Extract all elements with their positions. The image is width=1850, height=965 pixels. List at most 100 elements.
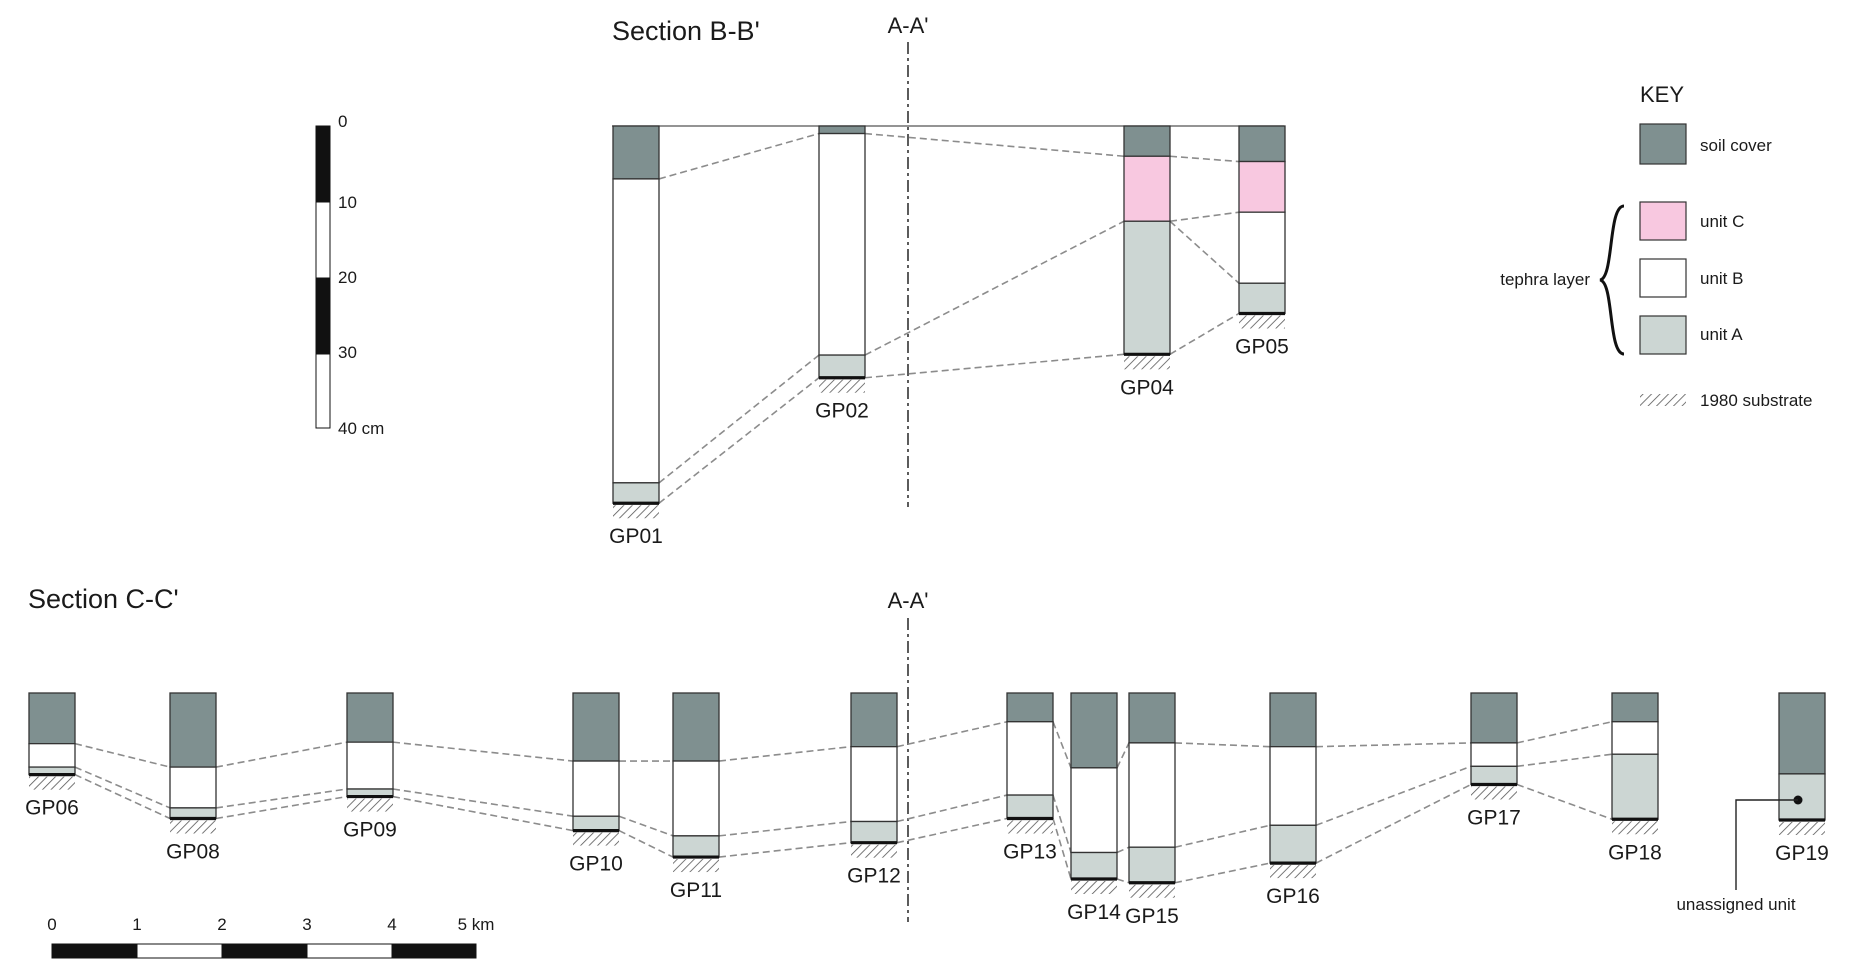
gp02-layer-soil-cover [818, 125, 866, 135]
gp11-label: GP11 [670, 879, 722, 902]
gp13-layer-soil-cover [1006, 692, 1054, 723]
key-swatch-unit-b [1639, 258, 1687, 298]
section-cc-correlation-gp08-gp09-0 [215, 741, 348, 768]
section-cc-correlation-gp10-gp11-1 [618, 815, 674, 837]
gp05-layer-unit-b [1238, 211, 1286, 284]
distance-tick-4: 4 [387, 915, 396, 934]
gp11-layer-unit-a [672, 835, 720, 858]
key-brace [1599, 204, 1625, 356]
section-bb-profile-gp01: GP01 [609, 125, 663, 548]
section-cc-title: Section C-C' [28, 584, 179, 614]
gp11-layer-unit-b [672, 760, 720, 837]
section-cc-profile-gp14: GP14 [1067, 692, 1121, 924]
section-cc-correlation-gp16-gp17-2 [1315, 783, 1472, 864]
section-cc-correlation-gp06-gp08-1 [74, 766, 171, 809]
section-cc-correlation-gp06-gp08-2 [74, 773, 171, 820]
section-bb-aa-label: A-A' [888, 13, 929, 38]
key-label-brace: tephra layer [1500, 270, 1590, 289]
section-cc-correlation-gp09-gp10-2 [392, 795, 574, 832]
section-cc-profile-gp09: GP09 [343, 692, 397, 842]
key-legend: KEY soil cover unit C unit B unit A teph… [1500, 82, 1812, 410]
distance-tick-2: 2 [217, 915, 226, 934]
section-cc-profile-gp13: GP13 [1003, 692, 1057, 863]
section-cc-correlation-gp13-gp14-0 [1052, 721, 1072, 769]
gp06-layer-soil-cover [28, 692, 76, 745]
depth-scale-bar: 0 10 20 30 40 cm [315, 112, 384, 438]
gp06-substrate-hatch [29, 776, 75, 790]
section-bb-correlation-gp01-gp02-1 [658, 354, 820, 484]
distance-tick-1: 1 [132, 915, 141, 934]
gp08-label: GP08 [166, 840, 220, 863]
section-cc-correlation-gp16-gp17-0 [1315, 742, 1472, 748]
section-cc-profiles: GP06 GP08 GP09 GP10 GP11 GP12 GP13 GP14 GP15 GP16… [25, 692, 1829, 928]
gp17-label: GP17 [1467, 806, 1521, 829]
gp08-layer-soil-cover [169, 692, 217, 768]
section-cc-correlation-gp15-gp16-1 [1174, 824, 1271, 849]
key-title: KEY [1640, 82, 1684, 107]
gp05-label: GP05 [1235, 335, 1289, 358]
gp10-layer-unit-a [572, 815, 620, 832]
gp12-layer-unit-a [850, 820, 898, 844]
section-cc-aa-label: A-A' [888, 588, 929, 613]
section-cc-profile-gp19: GP19 [1775, 692, 1829, 865]
section-cc-correlation-gp16-gp17-1 [1315, 765, 1472, 827]
gp16-layer-soil-cover [1269, 692, 1317, 748]
key-label-unit-b: unit B [1700, 269, 1743, 288]
gp19-layer-unit-a [1778, 773, 1826, 821]
section-bb-profile-gp02: GP02 [815, 125, 869, 423]
section-bb-correlation-lines [658, 132, 1240, 504]
gp08-layer-unit-b [169, 766, 217, 809]
gp01-layer-soil-cover [612, 125, 660, 180]
gp17-layer-unit-a [1470, 765, 1518, 786]
section-cc-profile-gp06: GP06 [25, 692, 79, 820]
gp04-layer-soil-cover [1123, 125, 1171, 157]
section-cc-correlation-lines [74, 720, 1613, 884]
section-cc-correlation-gp13-gp14-1 [1052, 794, 1072, 853]
gp05-substrate-hatch [1239, 315, 1285, 329]
gp09-substrate-hatch [347, 798, 393, 812]
distance-tick-5: 5 km [458, 915, 495, 934]
section-cc-correlation-gp17-gp18-1 [1516, 753, 1613, 768]
gp10-layer-soil-cover [572, 692, 620, 762]
section-bb-correlation-gp04-gp05-0 [1169, 155, 1240, 163]
gp16-label: GP16 [1266, 885, 1320, 908]
depth-tick-20: 20 [338, 268, 357, 287]
section-bb-profile-gp05: GP05 [1235, 125, 1289, 358]
gp01-layer-unit-b [612, 178, 660, 484]
section-cc-profile-gp12: GP12 [847, 692, 901, 888]
section-cc-correlation-gp06-gp08-0 [74, 742, 171, 768]
section-bb-correlation-gp04-gp05-3 [1169, 312, 1240, 356]
gp16-layer-unit-a [1269, 824, 1317, 864]
gp10-layer-unit-b [572, 760, 620, 817]
section-cc-correlation-gp08-gp09-2 [215, 795, 348, 820]
unassigned-unit-leader [1735, 799, 1798, 890]
section-cc-profile-gp18: GP18 [1608, 692, 1662, 864]
gp13-substrate-hatch [1007, 820, 1053, 834]
gp14-layer-soil-cover [1070, 692, 1118, 769]
gp02-label: GP02 [815, 400, 869, 423]
gp19-label: GP19 [1775, 842, 1829, 865]
section-cc-profile-gp11: GP11 [670, 692, 722, 902]
gp05-layer-unit-c [1238, 160, 1286, 213]
gp10-label: GP10 [569, 853, 623, 876]
key-label-unit-a: unit A [1700, 325, 1743, 344]
key-swatch-soil [1639, 123, 1687, 165]
section-bb-profiles: GP01 GP02 GP04 GP05 [609, 125, 1289, 548]
gp05-layer-unit-a [1238, 282, 1286, 315]
gp05-layer-soil-cover [1238, 125, 1286, 163]
key-label-unit-c: unit C [1700, 212, 1744, 231]
gp04-layer-unit-a [1123, 220, 1171, 355]
key-swatch-unit-a [1639, 315, 1687, 355]
gp17-substrate-hatch [1471, 786, 1517, 800]
section-cc-profile-gp08: GP08 [166, 692, 220, 863]
depth-tick-10: 10 [338, 193, 357, 212]
key-label-soil: soil cover [1700, 136, 1772, 155]
gp04-substrate-hatch [1124, 356, 1170, 370]
section-cc-correlation-gp12-gp13-0 [896, 720, 1008, 748]
section-cc-correlation-gp17-gp18-2 [1516, 783, 1613, 821]
gp18-layer-soil-cover [1611, 692, 1659, 723]
key-swatch-substrate [1640, 394, 1686, 406]
gp19-layer-soil-cover [1778, 692, 1826, 775]
depth-tick-0: 0 [338, 112, 347, 131]
gp01-label: GP01 [609, 525, 663, 548]
